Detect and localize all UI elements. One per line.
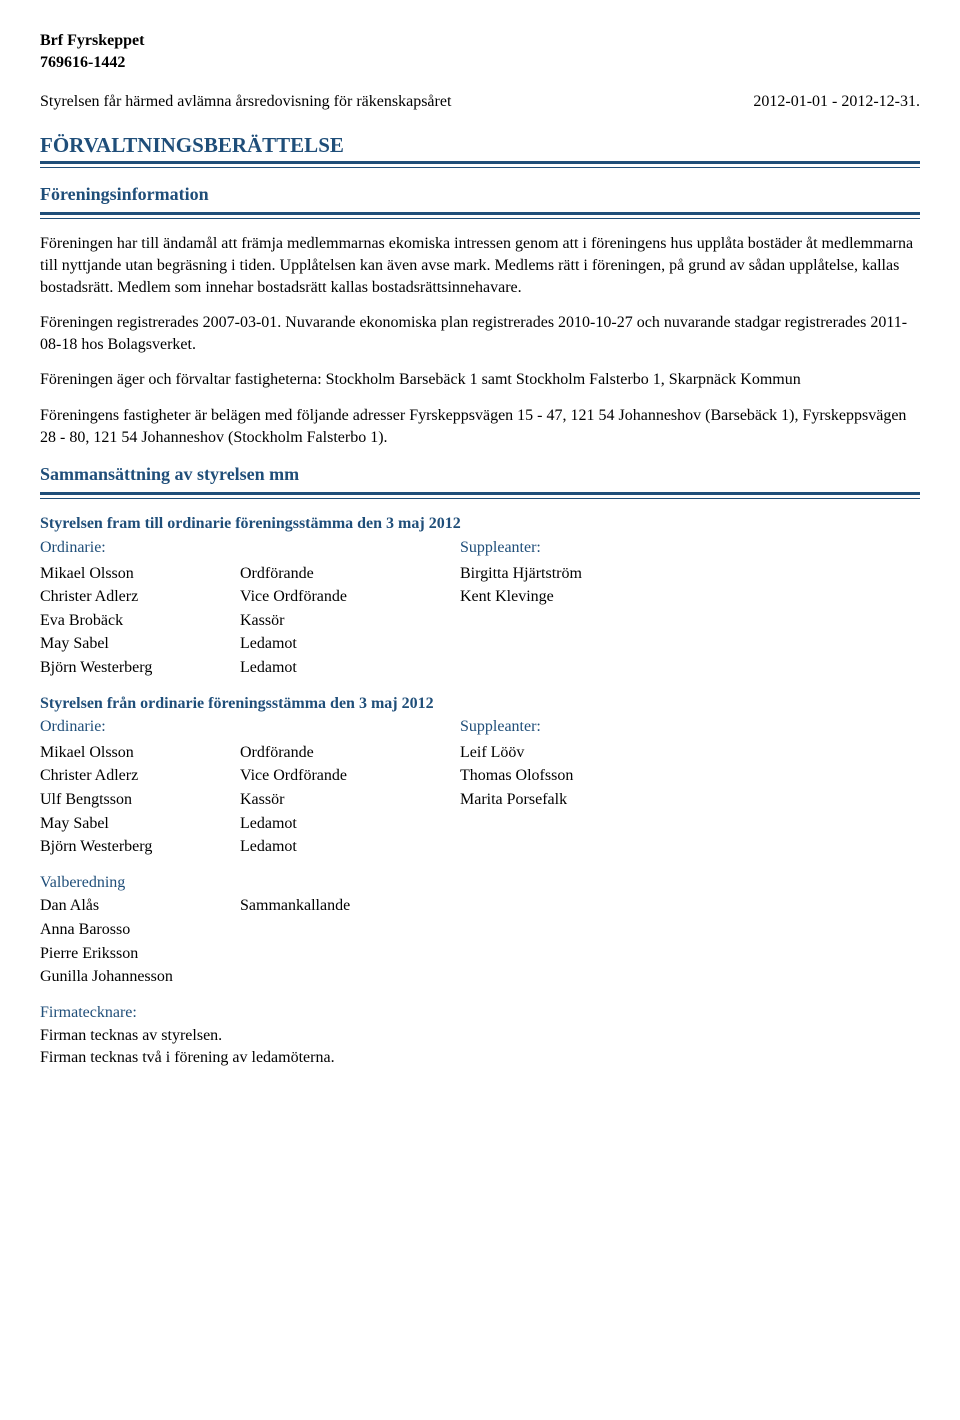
table-cell [240, 966, 920, 988]
table-cell: Ledamot [240, 813, 460, 835]
board-before-title: Styrelsen fram till ordinarie föreningss… [40, 513, 920, 535]
table-cell: Dan Alås [40, 895, 240, 917]
table-cell: Christer Adlerz [40, 586, 240, 608]
sammansattning-heading: Sammansättning av styrelsen mm [40, 462, 920, 486]
table-cell: Ordförande [240, 742, 460, 764]
table-cell [460, 610, 920, 632]
intro-period: 2012-01-01 - 2012-12-31. [753, 91, 920, 113]
table-cell: Ledamot [240, 633, 460, 655]
table-cell: Ulf Bengtsson [40, 789, 240, 811]
firmatecknare-heading: Firmatecknare: [40, 1002, 920, 1024]
table-cell: Kassör [240, 610, 460, 632]
table-cell: Leif Lööv [460, 742, 920, 764]
foreningsinfo-p3: Föreningen äger och förvaltar fastighete… [40, 369, 920, 391]
suppleanter-label: Suppleanter: [460, 537, 920, 559]
table-cell [240, 919, 920, 941]
intro-text: Styrelsen får härmed avlämna årsredovisn… [40, 91, 451, 113]
table-cell: Christer Adlerz [40, 765, 240, 787]
firmatecknare-block: Firmatecknare: Firman tecknas av styrels… [40, 1002, 920, 1069]
table-cell: Eva Brobäck [40, 610, 240, 632]
table-cell: Ledamot [240, 657, 460, 679]
subheading-rule-1 [40, 212, 920, 219]
table-cell [240, 943, 920, 965]
table-cell: Ledamot [240, 836, 460, 858]
firmatecknare-line2: Firman tecknas två i förening av ledamöt… [40, 1047, 920, 1069]
intro-row: Styrelsen får härmed avlämna årsredovisn… [40, 91, 920, 113]
table-cell [460, 633, 920, 655]
table-cell: Mikael Olsson [40, 742, 240, 764]
table-cell: Marita Porsefalk [460, 789, 920, 811]
foreningsinfo-p1: Föreningen har till ändamål att främja m… [40, 233, 920, 298]
board-before-table: Ordinarie: Suppleanter: Mikael Olsson Or… [40, 537, 920, 679]
suppleanter-label: Suppleanter: [460, 716, 920, 738]
org-name: Brf Fyrskeppet [40, 30, 920, 52]
valberedning-heading: Valberedning [40, 872, 920, 894]
table-cell: Vice Ordförande [240, 586, 460, 608]
ordinarie-label: Ordinarie: [40, 537, 240, 559]
table-cell: Birgitta Hjärtström [460, 563, 920, 585]
section-rule [40, 161, 920, 168]
table-cell [460, 813, 920, 835]
table-cell: Anna Barosso [40, 919, 240, 941]
board-after-table: Ordinarie: Suppleanter: Mikael Olsson Or… [40, 716, 920, 858]
valberedning-table: Dan Alås Sammankallande Anna Barosso Pie… [40, 895, 920, 987]
table-cell [460, 657, 920, 679]
table-cell: Thomas Olofsson [460, 765, 920, 787]
table-cell: Björn Westerberg [40, 657, 240, 679]
table-cell: Sammankallande [240, 895, 920, 917]
subheading-rule-2 [40, 492, 920, 499]
ordinarie-label: Ordinarie: [40, 716, 240, 738]
board-after-title: Styrelsen från ordinarie föreningsstämma… [40, 693, 920, 715]
table-cell: May Sabel [40, 633, 240, 655]
table-cell: Ordförande [240, 563, 460, 585]
table-cell: Gunilla Johannesson [40, 966, 240, 988]
table-cell: Björn Westerberg [40, 836, 240, 858]
section-title: FÖRVALTNINGSBERÄTTELSE [40, 131, 920, 159]
table-cell: Kent Klevinge [460, 586, 920, 608]
firmatecknare-line1: Firman tecknas av styrelsen. [40, 1025, 920, 1047]
foreningsinfo-p2: Föreningen registrerades 2007-03-01. Nuv… [40, 312, 920, 355]
foreningsinfo-p4: Föreningens fastigheter är belägen med f… [40, 405, 920, 448]
table-cell: May Sabel [40, 813, 240, 835]
table-cell [460, 836, 920, 858]
table-cell: Vice Ordförande [240, 765, 460, 787]
table-cell: Mikael Olsson [40, 563, 240, 585]
foreningsinfo-heading: Föreningsinformation [40, 182, 920, 206]
table-cell: Pierre Eriksson [40, 943, 240, 965]
table-cell: Kassör [240, 789, 460, 811]
org-number: 769616-1442 [40, 52, 920, 74]
